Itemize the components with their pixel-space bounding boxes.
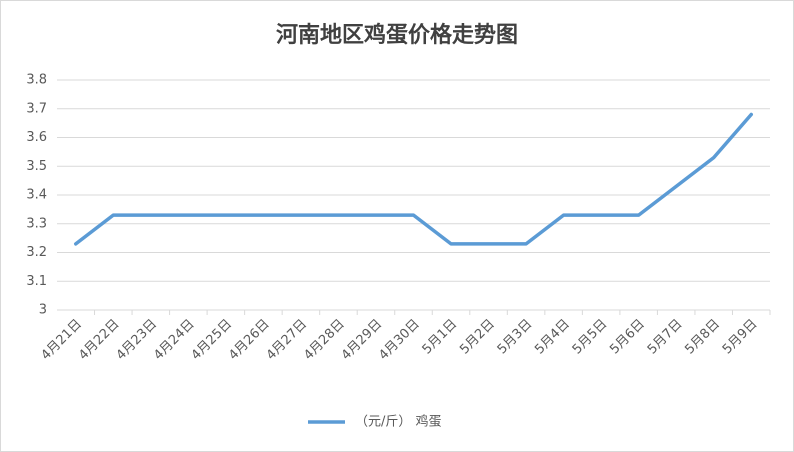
y-tick-label: 3.8 xyxy=(26,73,47,88)
y-tick-label: 3.4 xyxy=(26,188,47,203)
y-tick-label: 3.2 xyxy=(26,245,47,260)
line-series xyxy=(74,112,753,246)
y-tick-label: 3.1 xyxy=(26,274,47,289)
y-tick-label: 3.7 xyxy=(26,101,47,116)
y-tick-label: 3.6 xyxy=(26,130,47,145)
y-tick-label: 3.3 xyxy=(26,216,47,231)
legend-label: （元/斤） 鸡蛋 xyxy=(355,414,442,430)
chart-title: 河南地区鸡蛋价格走势图 xyxy=(276,22,518,48)
y-tick-label: 3 xyxy=(39,303,47,318)
y-tick-label: 3.5 xyxy=(26,159,47,174)
